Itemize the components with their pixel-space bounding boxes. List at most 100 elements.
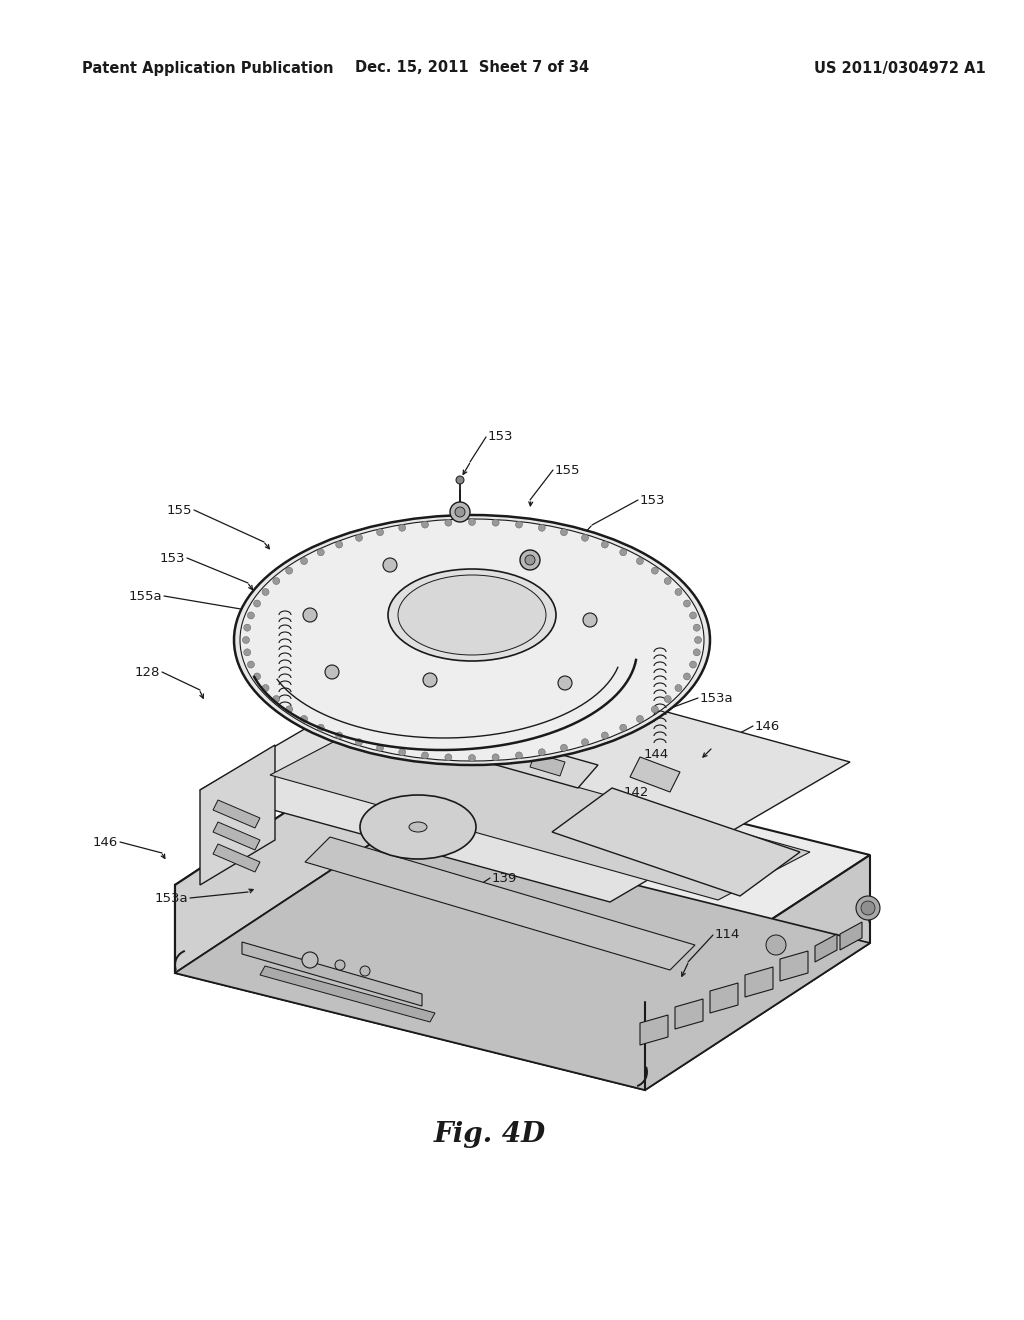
Polygon shape bbox=[242, 942, 422, 1006]
Text: 155: 155 bbox=[167, 503, 193, 516]
Polygon shape bbox=[675, 999, 703, 1030]
Ellipse shape bbox=[409, 822, 427, 832]
Circle shape bbox=[422, 734, 438, 750]
Text: 149: 149 bbox=[478, 540, 503, 553]
Circle shape bbox=[455, 507, 465, 517]
Circle shape bbox=[302, 952, 318, 968]
Circle shape bbox=[469, 519, 475, 525]
Text: 128: 128 bbox=[134, 665, 160, 678]
Polygon shape bbox=[630, 756, 680, 792]
Circle shape bbox=[244, 624, 251, 631]
Circle shape bbox=[693, 624, 700, 631]
Circle shape bbox=[620, 725, 627, 731]
Text: 153: 153 bbox=[160, 552, 185, 565]
Polygon shape bbox=[305, 837, 695, 970]
Circle shape bbox=[336, 541, 343, 548]
Text: 155: 155 bbox=[555, 463, 581, 477]
Text: US 2011/0304972 A1: US 2011/0304972 A1 bbox=[814, 61, 986, 75]
Polygon shape bbox=[815, 935, 837, 962]
Circle shape bbox=[317, 725, 325, 731]
Circle shape bbox=[620, 549, 627, 556]
Text: 144: 144 bbox=[644, 748, 670, 762]
Ellipse shape bbox=[398, 576, 546, 655]
Circle shape bbox=[637, 715, 643, 722]
Circle shape bbox=[637, 557, 643, 565]
Polygon shape bbox=[175, 826, 870, 1090]
Text: 153a: 153a bbox=[700, 692, 733, 705]
Text: 140: 140 bbox=[498, 814, 523, 828]
Circle shape bbox=[560, 744, 567, 751]
Circle shape bbox=[861, 902, 874, 915]
Polygon shape bbox=[175, 738, 870, 1002]
Circle shape bbox=[601, 541, 608, 548]
Circle shape bbox=[689, 661, 696, 668]
Circle shape bbox=[683, 673, 690, 680]
Circle shape bbox=[515, 752, 522, 759]
Circle shape bbox=[456, 477, 464, 484]
Circle shape bbox=[262, 589, 269, 595]
Polygon shape bbox=[260, 966, 435, 1022]
Circle shape bbox=[469, 755, 475, 762]
Text: 142: 142 bbox=[624, 785, 649, 799]
Polygon shape bbox=[780, 950, 808, 981]
Circle shape bbox=[254, 673, 260, 680]
Circle shape bbox=[856, 896, 880, 920]
Circle shape bbox=[766, 935, 786, 954]
Polygon shape bbox=[200, 744, 275, 884]
Text: 153a: 153a bbox=[155, 891, 188, 904]
Circle shape bbox=[651, 706, 658, 713]
Text: Dec. 15, 2011  Sheet 7 of 34: Dec. 15, 2011 Sheet 7 of 34 bbox=[355, 61, 589, 75]
Circle shape bbox=[355, 535, 362, 541]
Circle shape bbox=[254, 601, 260, 607]
Text: 146: 146 bbox=[93, 836, 118, 849]
Polygon shape bbox=[175, 738, 398, 973]
Circle shape bbox=[689, 612, 696, 619]
Polygon shape bbox=[213, 843, 260, 873]
Circle shape bbox=[493, 754, 499, 760]
Ellipse shape bbox=[234, 515, 710, 766]
Circle shape bbox=[301, 557, 307, 565]
Circle shape bbox=[665, 578, 671, 585]
Ellipse shape bbox=[388, 569, 556, 661]
Circle shape bbox=[582, 739, 589, 746]
Circle shape bbox=[560, 529, 567, 536]
Circle shape bbox=[675, 589, 682, 595]
Circle shape bbox=[248, 612, 254, 619]
Circle shape bbox=[286, 706, 293, 713]
Text: 137: 137 bbox=[226, 787, 252, 800]
Circle shape bbox=[303, 609, 317, 622]
Circle shape bbox=[360, 966, 370, 975]
Polygon shape bbox=[840, 921, 862, 950]
Circle shape bbox=[665, 696, 671, 702]
Circle shape bbox=[583, 612, 597, 627]
Circle shape bbox=[493, 519, 499, 527]
Text: 146: 146 bbox=[755, 719, 780, 733]
Text: 146: 146 bbox=[648, 573, 673, 586]
Circle shape bbox=[244, 649, 251, 656]
Ellipse shape bbox=[360, 795, 476, 859]
Text: Fig. 4D: Fig. 4D bbox=[434, 1122, 546, 1148]
Circle shape bbox=[525, 554, 535, 565]
Circle shape bbox=[398, 524, 406, 531]
Circle shape bbox=[248, 661, 254, 668]
Text: 155a: 155a bbox=[620, 557, 653, 569]
Polygon shape bbox=[175, 884, 645, 1090]
Circle shape bbox=[243, 636, 250, 644]
Circle shape bbox=[325, 665, 339, 678]
Circle shape bbox=[558, 676, 572, 690]
Text: Patent Application Publication: Patent Application Publication bbox=[82, 61, 334, 75]
Polygon shape bbox=[213, 800, 260, 828]
Circle shape bbox=[317, 549, 325, 556]
Circle shape bbox=[601, 733, 608, 739]
Circle shape bbox=[355, 739, 362, 746]
Circle shape bbox=[383, 558, 397, 572]
Circle shape bbox=[422, 521, 428, 528]
Ellipse shape bbox=[240, 519, 705, 762]
Polygon shape bbox=[710, 983, 738, 1012]
Circle shape bbox=[272, 696, 280, 702]
Text: 153: 153 bbox=[640, 494, 666, 507]
Circle shape bbox=[693, 649, 700, 656]
Circle shape bbox=[444, 519, 452, 527]
Text: 153: 153 bbox=[488, 430, 513, 444]
Circle shape bbox=[675, 685, 682, 692]
